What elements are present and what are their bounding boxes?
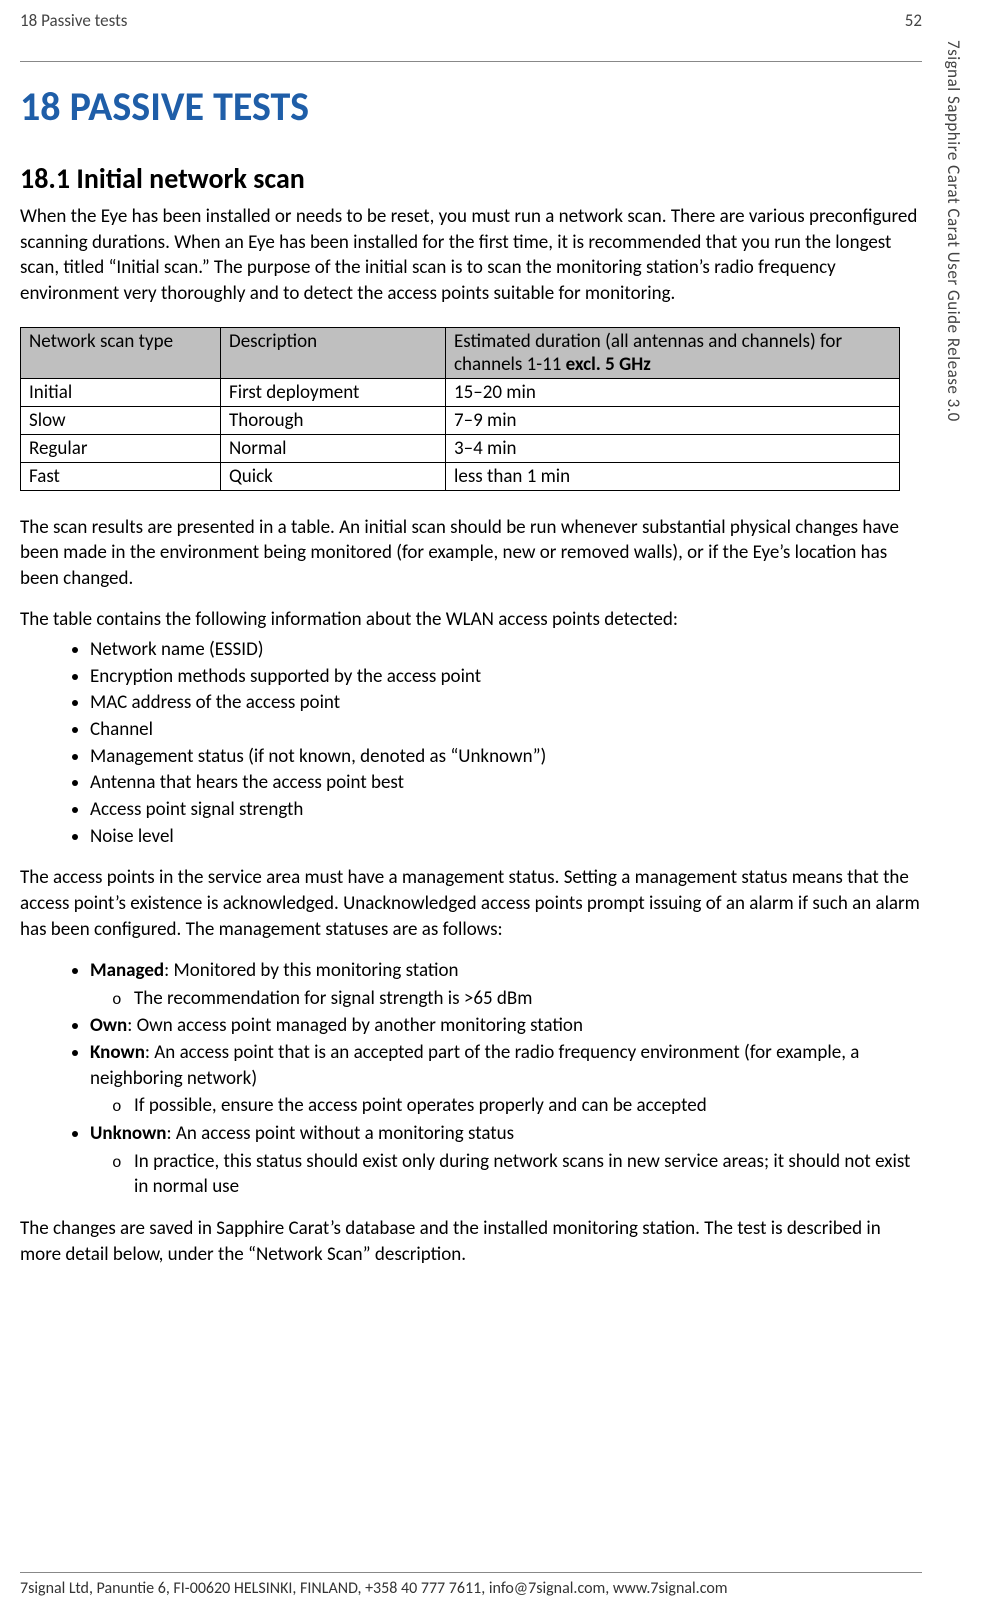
paragraph: The table contains the following informa… <box>20 607 922 633</box>
sub-list-item: In practice, this status should exist on… <box>134 1149 922 1200</box>
status-text: : An access point without a monitoring s… <box>166 1122 514 1145</box>
page: 18 Passive tests 52 7signal Sapphire Car… <box>0 0 982 1616</box>
table-cell: Quick <box>221 462 446 490</box>
status-text: : An access point that is an accepted pa… <box>90 1041 859 1090</box>
chapter-title: 18 PASSIVE TESTS <box>20 82 922 131</box>
status-text: : Monitored by this monitoring station <box>164 959 458 982</box>
table-cell: 3–4 min <box>446 434 900 462</box>
scan-table: Network scan type Description Estimated … <box>20 327 900 491</box>
table-header-cell: Description <box>221 327 446 378</box>
intro-paragraph: When the Eye has been installed or needs… <box>20 204 922 307</box>
table-row: Initial First deployment 15–20 min <box>21 378 900 406</box>
table-cell: Initial <box>21 378 221 406</box>
table-cell: 15–20 min <box>446 378 900 406</box>
paragraph: The scan results are presented in a tabl… <box>20 515 922 592</box>
list-item: MAC address of the access point <box>90 690 922 716</box>
list-item: Known: An access point that is an accept… <box>90 1040 922 1119</box>
header-c3-bold: excl. 5 GHz <box>566 353 651 376</box>
list-item: Channel <box>90 717 922 743</box>
table-header-row: Network scan type Description Estimated … <box>21 327 900 378</box>
sub-list: If possible, ensure the access point ope… <box>90 1093 922 1119</box>
page-footer: 7signal Ltd, Panuntie 6, FI-00620 HELSIN… <box>20 1572 922 1598</box>
table-row: Regular Normal 3–4 min <box>21 434 900 462</box>
section-title: 18.1 Initial network scan <box>20 161 922 196</box>
header-rule: 18 Passive tests 52 <box>20 10 922 62</box>
table-row: Slow Thorough 7–9 min <box>21 406 900 434</box>
list-item: Unknown: An access point without a monit… <box>90 1121 922 1200</box>
table-cell: less than 1 min <box>446 462 900 490</box>
table-row: Fast Quick less than 1 min <box>21 462 900 490</box>
table-cell: Regular <box>21 434 221 462</box>
list-item: Antenna that hears the access point best <box>90 770 922 796</box>
paragraph: The access points in the service area mu… <box>20 865 922 942</box>
status-label: Own <box>90 1014 127 1037</box>
sub-list-item: If possible, ensure the access point ope… <box>134 1093 922 1119</box>
status-label: Unknown <box>90 1122 166 1145</box>
sub-list-item: The recommendation for signal strength i… <box>134 986 922 1012</box>
status-label: Managed <box>90 959 164 982</box>
status-list: Managed: Monitored by this monitoring st… <box>20 958 922 1200</box>
status-label: Known <box>90 1041 145 1064</box>
list-item: Encryption methods supported by the acce… <box>90 664 922 690</box>
table-header-cell: Network scan type <box>21 327 221 378</box>
sub-list: The recommendation for signal strength i… <box>90 986 922 1012</box>
list-item: Access point signal strength <box>90 797 922 823</box>
status-text: : Own access point managed by another mo… <box>127 1014 583 1037</box>
list-item: Noise level <box>90 824 922 850</box>
table-cell: First deployment <box>221 378 446 406</box>
table-cell: 7–9 min <box>446 406 900 434</box>
list-item: Management status (if not known, denoted… <box>90 744 922 770</box>
header-left: 18 Passive tests <box>20 10 127 31</box>
page-header: 18 Passive tests 52 <box>20 10 922 31</box>
header-page-number: 52 <box>905 10 922 31</box>
table-cell: Fast <box>21 462 221 490</box>
sub-list: In practice, this status should exist on… <box>90 1149 922 1200</box>
table-header-cell: Estimated duration (all antennas and cha… <box>446 327 900 378</box>
info-list: Network name (ESSID) Encryption methods … <box>20 637 922 849</box>
list-item: Managed: Monitored by this monitoring st… <box>90 958 922 1011</box>
side-margin-text: 7signal Sapphire Carat Carat User Guide … <box>943 40 964 422</box>
list-item: Own: Own access point managed by another… <box>90 1013 922 1039</box>
list-item: Network name (ESSID) <box>90 637 922 663</box>
table-cell: Slow <box>21 406 221 434</box>
table-cell: Thorough <box>221 406 446 434</box>
table-cell: Normal <box>221 434 446 462</box>
paragraph: The changes are saved in Sapphire Carat’… <box>20 1216 922 1267</box>
